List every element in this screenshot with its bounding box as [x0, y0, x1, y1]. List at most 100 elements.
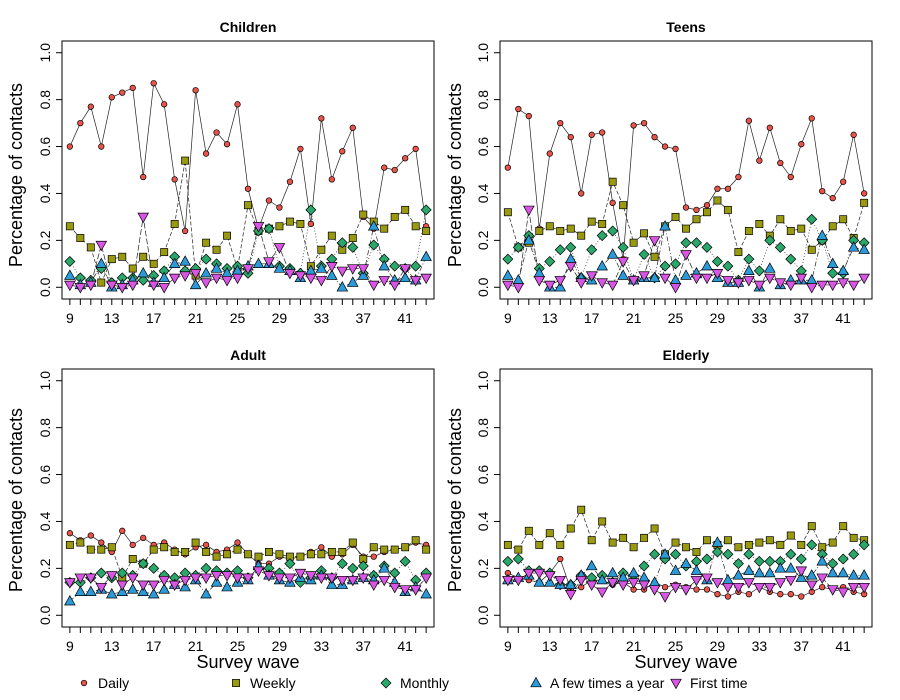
point-weekly-teens — [577, 231, 586, 240]
point-first-time-teens — [659, 273, 671, 285]
point-first-time-children — [231, 273, 244, 285]
point-monthly-adult — [347, 562, 359, 574]
y-tick-label-children: 0.6 — [37, 137, 53, 157]
point-monthly-elderly — [649, 548, 661, 560]
legend-marker-a-few-times-a-year — [530, 676, 542, 688]
point-first-time-adult — [409, 585, 422, 596]
point-a-few-times-a-year-teens — [596, 259, 608, 271]
point-first-time-children — [336, 266, 349, 278]
point-weekly-children — [160, 248, 169, 257]
point-monthly-teens — [806, 213, 818, 225]
point-first-time-elderly — [564, 590, 577, 601]
point-first-time-teens — [753, 280, 766, 292]
y-tick-label-teens: 0.8 — [475, 90, 491, 110]
point-monthly-teens — [701, 241, 713, 253]
point-daily-children — [234, 101, 241, 108]
point-monthly-elderly — [858, 539, 870, 551]
point-daily-teens — [630, 122, 637, 129]
point-daily-adult — [119, 527, 126, 534]
point-monthly-teens — [670, 258, 682, 270]
point-a-few-times-a-year-adult — [200, 587, 212, 599]
point-first-time-adult — [74, 573, 87, 584]
point-a-few-times-a-year-adult — [74, 585, 87, 596]
point-weekly-children — [327, 231, 336, 240]
point-weekly-children — [401, 205, 410, 214]
y-tick-label-elderly: 0.6 — [475, 465, 491, 485]
legend-label-first-time: First time — [690, 675, 748, 691]
x-tick-label-adult: 37 — [355, 638, 371, 654]
point-a-few-times-a-year-children — [158, 271, 170, 283]
point-first-time-elderly — [722, 582, 734, 594]
point-daily-children — [150, 80, 157, 87]
point-first-time-adult — [315, 573, 328, 584]
point-monthly-elderly — [638, 560, 650, 572]
y-tick-label-adult: 0.8 — [37, 418, 53, 438]
point-first-time-elderly — [502, 575, 514, 587]
point-monthly-adult — [357, 560, 369, 572]
point-first-time-elderly — [575, 575, 588, 587]
xlabel-elderly: Survey wave — [634, 652, 737, 672]
point-weekly-teens — [671, 212, 680, 221]
point-first-time-teens — [805, 283, 818, 294]
x-tick-label-elderly: 13 — [542, 638, 558, 654]
point-weekly-elderly — [755, 538, 764, 547]
point-daily-children — [119, 89, 126, 96]
point-first-time-elderly — [638, 580, 650, 591]
point-monthly-elderly — [711, 546, 723, 558]
point-monthly-elderly — [743, 548, 755, 560]
point-daily-children — [140, 173, 147, 181]
point-weekly-elderly — [650, 524, 659, 533]
y-tick-label-children: 0.4 — [37, 184, 53, 204]
point-first-time-children — [399, 264, 411, 275]
point-first-time-elderly — [732, 582, 745, 594]
point-first-time-teens — [502, 280, 514, 292]
point-a-few-times-a-year-teens — [617, 269, 629, 280]
point-weekly-teens — [776, 215, 785, 224]
x-tick-label-children: 9 — [66, 310, 74, 326]
x-tick-label-elderly: 9 — [504, 638, 512, 654]
point-daily-children — [297, 145, 304, 153]
point-first-time-teens — [627, 276, 640, 287]
point-first-time-adult — [263, 571, 275, 582]
point-first-time-adult — [221, 571, 233, 582]
point-daily-teens — [672, 145, 679, 153]
point-a-few-times-a-year-teens — [858, 243, 870, 254]
point-monthly-teens — [680, 237, 692, 249]
point-weekly-elderly — [608, 538, 617, 547]
point-first-time-elderly — [585, 580, 598, 591]
point-first-time-adult — [231, 573, 244, 584]
point-daily-adult — [234, 539, 241, 546]
legend-label-a-few-times-a-year: A few times a year — [550, 675, 665, 691]
x-tick-label-elderly: 41 — [835, 638, 851, 654]
point-monthly-children — [263, 223, 275, 235]
point-weekly-children — [380, 224, 389, 233]
point-weekly-teens — [807, 245, 816, 254]
point-daily-elderly — [693, 586, 700, 593]
y-tick-label-teens: 0.2 — [475, 230, 491, 250]
point-a-few-times-a-year-children — [367, 220, 380, 231]
point-first-time-teens — [575, 278, 588, 289]
point-a-few-times-a-year-elderly — [847, 569, 860, 580]
point-weekly-teens — [556, 227, 565, 235]
point-daily-children — [129, 84, 136, 92]
point-first-time-children — [242, 264, 254, 275]
point-a-few-times-a-year-elderly — [627, 566, 640, 578]
point-weekly-elderly — [839, 522, 848, 531]
point-a-few-times-a-year-children — [399, 271, 411, 283]
point-monthly-elderly — [764, 555, 776, 567]
point-first-time-adult — [252, 566, 265, 577]
x-tick-label-adult: 13 — [104, 638, 120, 654]
point-weekly-adult — [170, 547, 179, 556]
legend-label-weekly: Weekly — [250, 675, 296, 691]
point-a-few-times-a-year-elderly — [596, 573, 608, 585]
point-daily-elderly — [777, 591, 784, 598]
point-weekly-children — [317, 245, 326, 254]
point-first-time-adult — [85, 573, 97, 584]
point-monthly-teens — [659, 260, 671, 272]
point-first-time-children — [168, 273, 181, 285]
point-weekly-teens — [744, 227, 753, 235]
point-a-few-times-a-year-teens — [847, 241, 860, 252]
point-daily-elderly — [787, 591, 794, 598]
point-a-few-times-a-year-teens — [816, 229, 829, 240]
point-daily-teens — [599, 129, 606, 136]
